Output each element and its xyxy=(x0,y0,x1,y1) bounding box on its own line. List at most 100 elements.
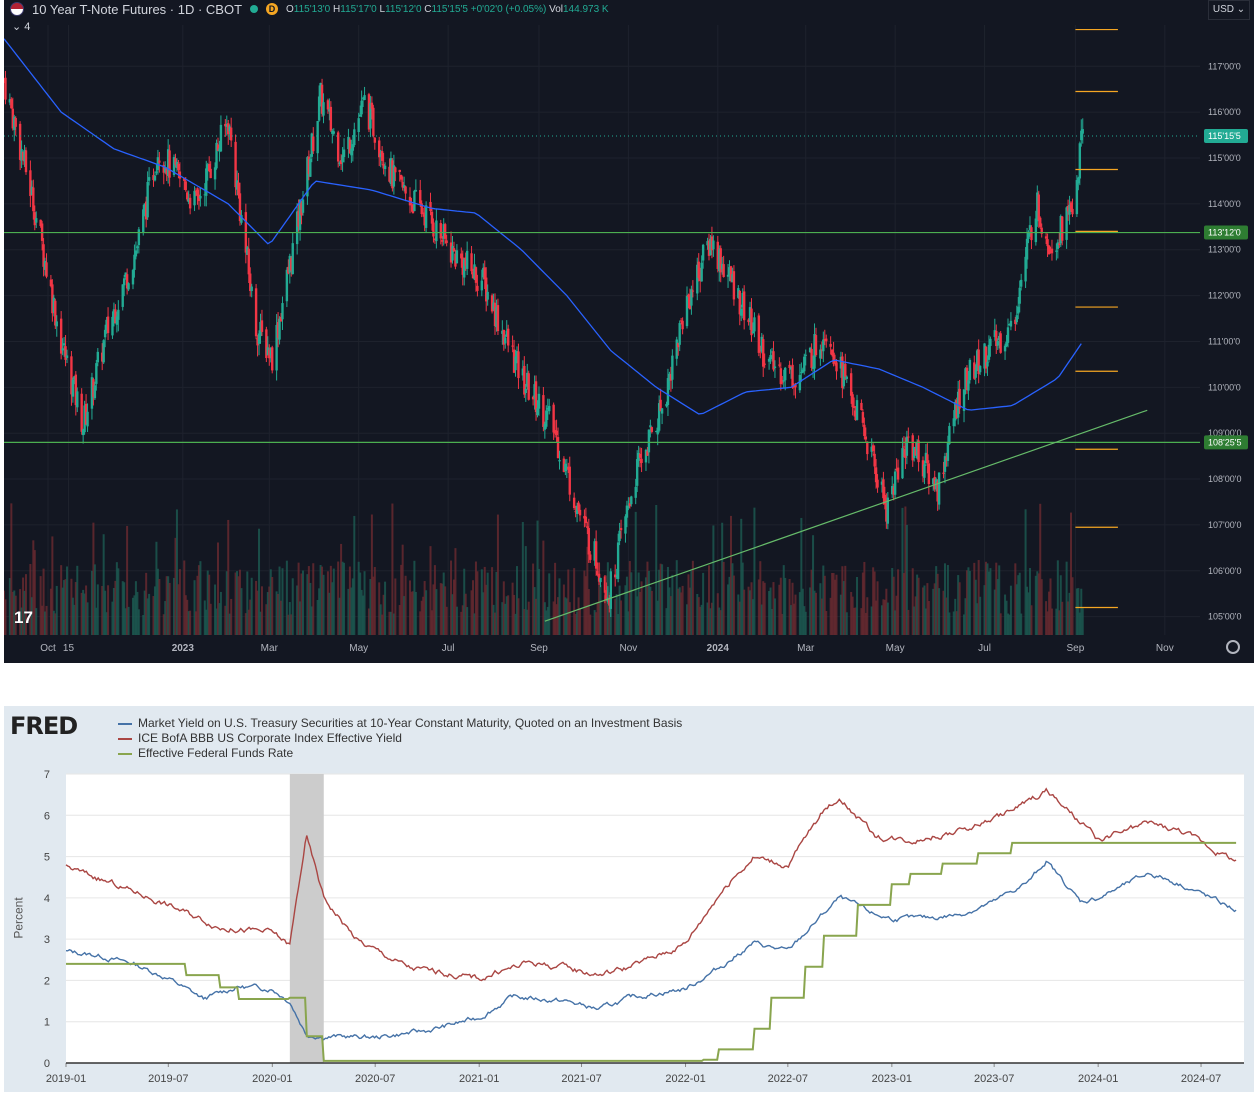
candle-body xyxy=(61,348,64,351)
candle-body xyxy=(380,151,384,161)
candle-body xyxy=(265,329,268,359)
candle-body xyxy=(609,571,612,609)
volume-bar xyxy=(537,568,540,635)
candle-body xyxy=(76,391,79,408)
volume-bar xyxy=(894,610,897,635)
volume-bar xyxy=(938,588,941,635)
indicators-toggle[interactable]: ⌄ 4 xyxy=(12,21,31,33)
volume-bar xyxy=(671,574,674,635)
volume-bar xyxy=(322,574,325,635)
volume-bar xyxy=(451,594,454,635)
volume-bar xyxy=(287,614,290,635)
candle-body xyxy=(124,272,127,277)
volume-bar xyxy=(832,573,835,635)
volume-bar xyxy=(1004,594,1007,635)
volume-bar xyxy=(193,580,196,635)
candle-body xyxy=(819,349,822,359)
candle-body xyxy=(247,248,250,275)
volume-bar xyxy=(564,597,567,635)
candle-body xyxy=(1015,315,1018,323)
currency-selector[interactable]: USD ⌄ xyxy=(1208,0,1250,20)
volume-bar xyxy=(719,610,722,635)
volume-bar xyxy=(535,598,538,635)
candle-body xyxy=(203,194,206,196)
volume-bar xyxy=(105,612,108,635)
candle-body xyxy=(701,244,705,261)
volume-bar xyxy=(288,602,291,635)
y-tick-label: 107'00'0 xyxy=(1208,520,1241,530)
volume-bar xyxy=(644,577,647,635)
x-tick-label: 2021-07 xyxy=(561,1073,601,1085)
candle-body xyxy=(493,302,497,327)
volume-bar xyxy=(115,562,118,635)
volume-bar xyxy=(844,565,847,635)
volume-bar xyxy=(926,583,929,635)
settings-icon[interactable] xyxy=(1226,640,1240,654)
volume-bar xyxy=(259,611,262,635)
volume-bar xyxy=(39,576,42,635)
volume-bar xyxy=(675,560,678,635)
candle-body xyxy=(965,367,969,391)
volume-bar xyxy=(640,581,643,635)
candle-body xyxy=(926,454,929,463)
candle-body xyxy=(967,380,970,391)
volume-bar xyxy=(781,613,784,635)
candlestick-chart[interactable]: 117'00'0 116'00'0 115'00'0 114'00'0 113'00'0… xyxy=(4,0,1254,663)
candle-body xyxy=(187,198,190,203)
candle-body xyxy=(402,185,406,188)
volume-bar xyxy=(445,606,448,635)
candle-body xyxy=(527,373,530,400)
volume-bar xyxy=(740,518,743,635)
x-tick-label: 2019-07 xyxy=(148,1073,188,1085)
volume-bar xyxy=(945,597,948,635)
volume-bar xyxy=(310,606,313,635)
volume-bar xyxy=(63,580,66,635)
volume-bar xyxy=(474,561,477,635)
uptrend-line xyxy=(544,409,1148,622)
candle-body xyxy=(414,190,418,192)
candle-body xyxy=(317,96,321,121)
volume-bar xyxy=(1036,571,1039,635)
candle-body xyxy=(690,289,693,306)
candle-body xyxy=(948,426,951,445)
candle-body xyxy=(131,270,135,285)
candle-body xyxy=(338,162,341,164)
volume-bar xyxy=(96,584,99,635)
candle-body xyxy=(432,222,435,237)
volume-bar xyxy=(814,592,817,635)
volume-bar xyxy=(148,593,151,635)
volume-bar xyxy=(306,574,309,635)
volume-bar xyxy=(1017,575,1020,635)
volume-bar xyxy=(199,561,202,635)
volume-bar xyxy=(546,606,549,635)
candle-body xyxy=(480,280,484,291)
volume-bar xyxy=(835,574,838,635)
volume-bar xyxy=(1024,509,1027,635)
volume-bar xyxy=(901,507,904,635)
y-tick-label: 0 xyxy=(44,1058,50,1070)
volume-bar xyxy=(851,596,854,635)
volume-bar xyxy=(803,606,806,635)
volume-bar xyxy=(554,562,557,635)
candle-body xyxy=(942,472,945,474)
candle-body xyxy=(301,199,305,213)
candle-body xyxy=(336,132,340,162)
candle-body xyxy=(555,430,558,435)
volume-bar xyxy=(483,566,486,635)
candle-body xyxy=(874,467,878,483)
candle-body xyxy=(995,330,998,347)
x-tick-label: 2024 xyxy=(707,643,730,654)
volume-bar xyxy=(11,591,14,635)
volume-bar xyxy=(480,569,483,635)
symbol-title[interactable]: 10 Year T-Note Futures · 1D · CBOT xyxy=(32,1,243,17)
volume-bar xyxy=(219,591,222,635)
volume-bar xyxy=(80,592,83,635)
candle-body xyxy=(986,361,989,367)
volume-bar xyxy=(359,572,362,635)
candle-body xyxy=(691,290,695,292)
candle-body xyxy=(833,361,837,363)
candle-body xyxy=(319,82,322,97)
volume-bar xyxy=(759,561,762,635)
candle-body xyxy=(1047,245,1051,254)
candle-body xyxy=(419,190,422,204)
